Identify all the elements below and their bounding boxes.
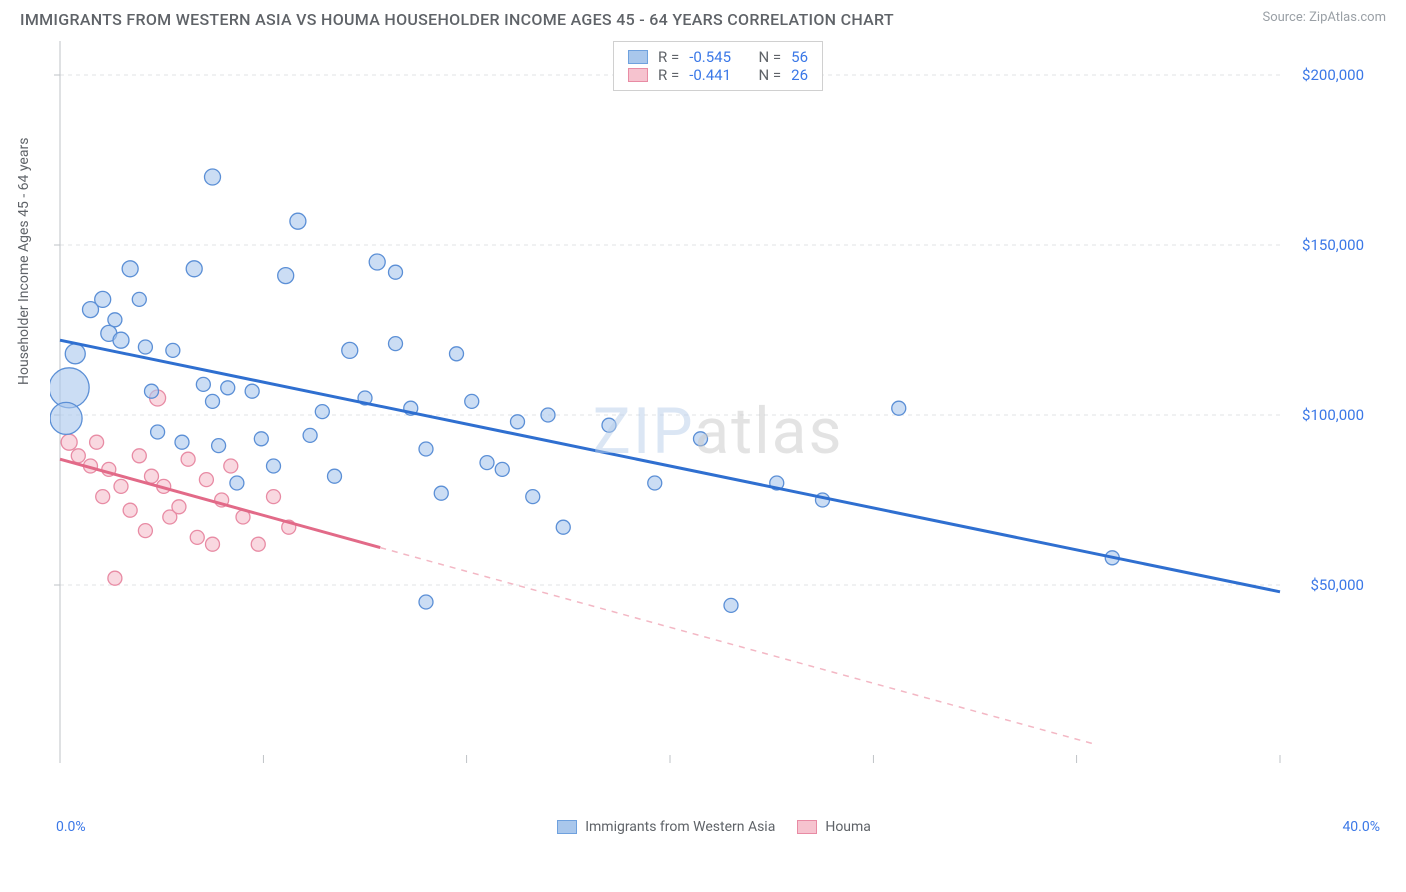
swatch-series-b xyxy=(628,68,648,82)
chart-title: IMMIGRANTS FROM WESTERN ASIA VS HOUMA HO… xyxy=(20,10,894,29)
swatch-series-a xyxy=(557,820,577,834)
svg-text:$50,000: $50,000 xyxy=(1310,576,1364,594)
series-b-label: Houma xyxy=(825,819,871,835)
x-axis: 0.0% Immigrants from Western Asia Houma … xyxy=(50,815,1386,835)
svg-text:$150,000: $150,000 xyxy=(1302,236,1364,254)
svg-text:$100,000: $100,000 xyxy=(1302,406,1364,424)
chart-area: Householder Income Ages 45 - 64 years $5… xyxy=(50,35,1386,835)
x-min-label: 0.0% xyxy=(56,819,86,835)
x-max-label: 40.0% xyxy=(1342,819,1380,835)
source-label: Source: ZipAtlas.com xyxy=(1262,10,1386,25)
swatch-series-a xyxy=(628,50,648,64)
y-axis-label: Householder Income Ages 45 - 64 years xyxy=(16,138,32,385)
series-a-label: Immigrants from Western Asia xyxy=(585,819,775,835)
scatter-plot: $50,000 $100,000 $150,000 $200,000 xyxy=(50,35,1370,795)
correlation-legend: R = -0.545 N = 56 R = -0.441 N = 26 xyxy=(613,41,823,91)
swatch-series-b xyxy=(797,820,817,834)
series-legend: Immigrants from Western Asia Houma xyxy=(557,819,871,835)
svg-text:$200,000: $200,000 xyxy=(1302,66,1364,84)
